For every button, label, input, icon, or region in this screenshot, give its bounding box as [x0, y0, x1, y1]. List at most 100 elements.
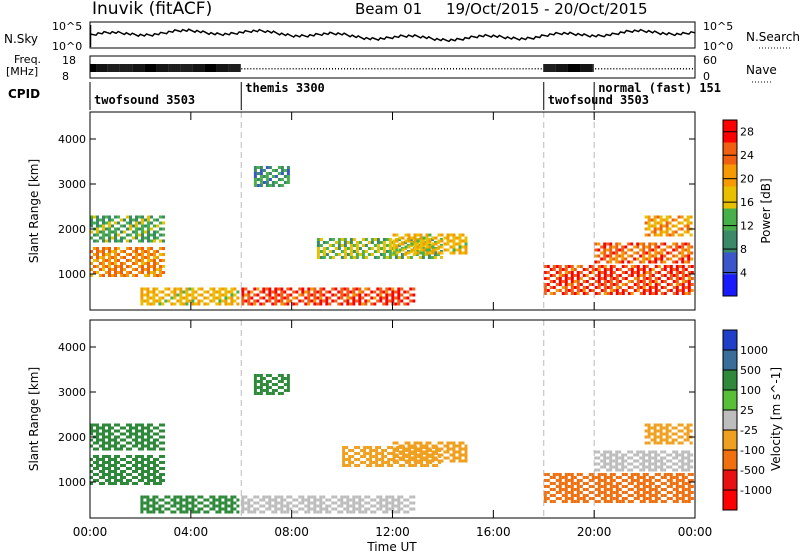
echo-cell — [316, 244, 320, 247]
echo-cell — [117, 467, 120, 470]
echo-cell — [325, 504, 329, 508]
echo-cell — [215, 302, 219, 306]
echo-cell — [455, 236, 459, 240]
echo-cell — [376, 244, 380, 247]
echo-cell — [606, 260, 610, 264]
echo-cell — [159, 259, 162, 262]
colorbar-tick-label: 4 — [740, 267, 747, 280]
echo-cell — [153, 438, 156, 442]
echo-cell — [687, 482, 691, 485]
echo-cell — [675, 245, 679, 249]
echo-cell — [361, 290, 365, 294]
echo-cell — [677, 429, 681, 433]
echo-cell — [173, 498, 177, 502]
echo-cell — [256, 172, 260, 175]
echo-cell — [93, 441, 96, 445]
echo-cell — [241, 299, 245, 303]
echo-cell — [609, 292, 613, 295]
echo-cell — [153, 458, 156, 461]
echo-cell — [253, 166, 257, 169]
echo-cell — [624, 289, 628, 292]
echo-cell — [355, 293, 359, 297]
echo-cell — [461, 251, 465, 255]
echo-cell — [156, 262, 159, 265]
echo-cell — [594, 468, 598, 472]
echo-cell — [363, 446, 367, 449]
echo-cell — [156, 256, 159, 259]
echo-cell — [428, 233, 432, 237]
echo-cell — [555, 277, 559, 280]
echo-cell — [642, 242, 646, 246]
echo-cell — [111, 470, 114, 473]
echo-cell — [99, 426, 102, 430]
echo-cell — [633, 277, 637, 280]
echo-cell — [666, 251, 670, 255]
echo-cell — [630, 462, 634, 466]
echo-cell — [96, 441, 99, 445]
echo-cell — [597, 286, 601, 289]
echo-cell — [274, 181, 278, 184]
echo-cell — [654, 248, 658, 252]
echo-cell — [452, 444, 456, 448]
echo-cell — [645, 473, 649, 476]
echo-cell — [162, 239, 165, 243]
echo-cell — [108, 262, 111, 265]
echo-cell — [672, 468, 676, 472]
echo-cell — [686, 224, 690, 228]
echo-cell — [259, 175, 263, 178]
echo-cell — [247, 293, 251, 297]
echo-cell — [105, 271, 108, 274]
echo-cell — [650, 432, 654, 436]
echo-cell — [348, 449, 352, 452]
echo-cell — [665, 221, 669, 225]
echo-cell — [253, 181, 257, 184]
echo-cell — [609, 254, 613, 258]
echo-cell — [645, 497, 649, 500]
echo-cell — [612, 271, 616, 274]
echo-cell — [648, 292, 652, 295]
echo-cell — [152, 302, 156, 306]
echo-cell — [328, 302, 332, 306]
echo-cell — [654, 450, 658, 454]
echo-cell — [615, 485, 619, 488]
echo-cell — [135, 250, 138, 253]
echo-cell — [684, 254, 688, 258]
echo-cell — [452, 242, 456, 246]
echo-cell — [594, 482, 598, 485]
echo-cell — [624, 497, 628, 500]
echo-cell — [147, 435, 150, 439]
echo-cell — [419, 251, 423, 255]
echo-cell — [570, 479, 574, 482]
echo-cell — [280, 290, 284, 294]
echo-cell — [654, 289, 658, 292]
echo-cell — [558, 485, 562, 488]
echo-cell — [274, 498, 278, 502]
echo-cell — [579, 491, 583, 494]
echo-cell — [627, 280, 631, 283]
echo-cell — [108, 441, 111, 445]
echo-cell — [99, 230, 102, 234]
colorbar-tick-label: 16 — [740, 196, 754, 209]
echo-cell — [624, 473, 628, 476]
echo-cell — [322, 293, 326, 297]
echo-cell — [337, 302, 341, 306]
echo-cell — [357, 458, 361, 461]
echo-cell — [289, 293, 293, 297]
echo-cell — [349, 302, 353, 306]
echo-cell — [105, 221, 108, 225]
echo-cell — [603, 277, 607, 280]
echo-cell — [328, 296, 332, 300]
echo-cell — [651, 242, 655, 246]
echo-cell — [179, 287, 183, 291]
echo-cell — [687, 450, 691, 454]
echo-cell — [152, 287, 156, 291]
echo-cell — [224, 290, 228, 294]
echo-cell — [206, 504, 210, 508]
echo-cell — [564, 265, 568, 268]
echo-cell — [681, 453, 685, 457]
echo-cell — [102, 253, 105, 256]
echo-cell — [564, 488, 568, 491]
echo-cell — [334, 507, 338, 511]
echo-cell — [464, 447, 468, 451]
echo-cell — [304, 290, 308, 294]
